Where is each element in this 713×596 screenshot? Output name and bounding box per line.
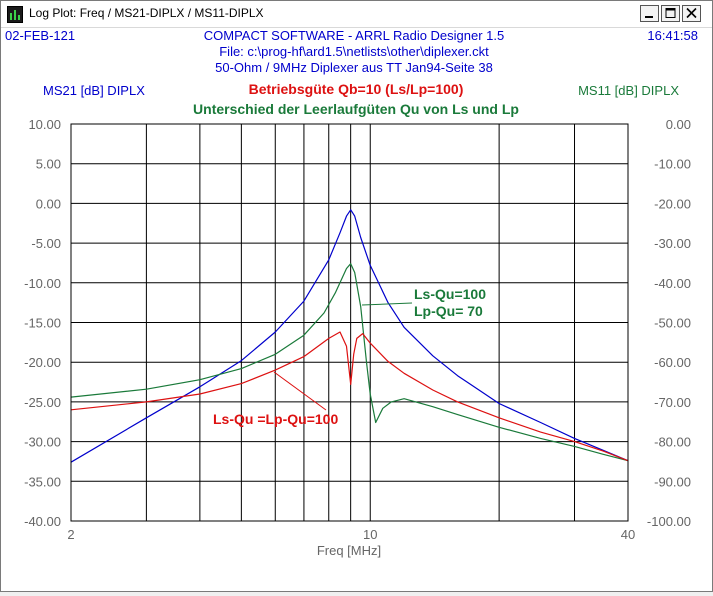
left-axis-label: MS21 [dB] DIPLX bbox=[43, 83, 145, 98]
left-tick-label: -35.00 bbox=[24, 474, 61, 489]
chart-title: Betriebsgüte Qb=10 (Ls/Lp=100) bbox=[249, 81, 464, 97]
right-tick-label: -100.00 bbox=[647, 514, 691, 529]
x-axis-label: Freq [MHz] bbox=[317, 543, 381, 558]
axis-ticks: 10.00 5.00 0.00 -5.00 -10.00 -15.00 -20.00 -25.… bbox=[24, 117, 691, 542]
x-tick-label: 40 bbox=[621, 527, 635, 542]
right-tick-label: -10.00 bbox=[654, 157, 691, 172]
left-tick-label: -5.00 bbox=[31, 236, 61, 251]
right-tick-label: 0.00 bbox=[666, 117, 691, 132]
left-tick-label: -30.00 bbox=[24, 435, 61, 450]
app-chart-icon[interactable] bbox=[7, 6, 23, 23]
left-tick-label: -40.00 bbox=[24, 514, 61, 529]
header-line2: File: c:\prog-hf\ard1.5\netlists\other\d… bbox=[219, 44, 489, 59]
green-annotation-line1: Ls-Qu=100 bbox=[414, 286, 486, 302]
x-tick-label: 10 bbox=[363, 527, 377, 542]
plot-area: 02-FEB-121 16:41:58 COMPACT SOFTWARE - A… bbox=[1, 28, 712, 591]
header-line3: 50-Ohm / 9MHz Diplexer aus TT Jan94-Seit… bbox=[215, 60, 493, 75]
header-date: 02-FEB-121 bbox=[5, 28, 75, 43]
minimize-button[interactable] bbox=[640, 5, 659, 22]
red-annotation-leader bbox=[273, 371, 327, 411]
minimize-icon bbox=[645, 16, 653, 18]
right-tick-label: -40.00 bbox=[654, 276, 691, 291]
left-tick-label: 10.00 bbox=[28, 117, 61, 132]
window-title: Log Plot: Freq / MS21-DIPLX / MS11-DIPLX bbox=[29, 6, 264, 20]
right-tick-label: -60.00 bbox=[654, 355, 691, 370]
right-tick-label: -90.00 bbox=[654, 474, 691, 489]
series-line-green bbox=[70, 263, 629, 462]
right-tick-label: -50.00 bbox=[654, 316, 691, 331]
left-tick-label: -15.00 bbox=[24, 316, 61, 331]
green-annotation-line2: Lp-Qu= 70 bbox=[414, 303, 483, 319]
x-tick-label: 2 bbox=[67, 527, 74, 542]
right-tick-label: -20.00 bbox=[654, 196, 691, 211]
title-bar[interactable]: Log Plot: Freq / MS21-DIPLX / MS11-DIPLX bbox=[1, 1, 712, 28]
series-group bbox=[70, 209, 629, 463]
left-tick-label: 5.00 bbox=[36, 157, 61, 172]
red-annotation: Ls-Qu =Lp-Qu=100 bbox=[213, 411, 338, 427]
plot-frame bbox=[70, 123, 629, 522]
close-icon bbox=[686, 7, 697, 19]
green-annotation-leader bbox=[361, 302, 413, 306]
left-tick-label: 0.00 bbox=[36, 196, 61, 211]
series-line-red bbox=[70, 331, 629, 462]
right-tick-label: -30.00 bbox=[654, 236, 691, 251]
header-time: 16:41:58 bbox=[647, 28, 698, 43]
maximize-button[interactable] bbox=[661, 5, 680, 22]
right-axis-label: MS11 [dB] DIPLX bbox=[578, 83, 679, 98]
right-tick-label: -80.00 bbox=[654, 435, 691, 450]
close-button[interactable] bbox=[682, 5, 701, 22]
chart-subtitle: Unterschied der Leerlaufgüten Qu von Ls … bbox=[193, 101, 519, 117]
chart-svg: 02-FEB-121 16:41:58 COMPACT SOFTWARE - A… bbox=[5, 28, 698, 558]
right-tick-label: -70.00 bbox=[654, 395, 691, 410]
maximize-icon bbox=[665, 8, 676, 18]
left-tick-label: -10.00 bbox=[24, 276, 61, 291]
left-tick-label: -20.00 bbox=[24, 355, 61, 370]
series-line-blue bbox=[70, 209, 629, 463]
left-tick-label: -25.00 bbox=[24, 395, 61, 410]
grid bbox=[70, 123, 629, 522]
header-line1: COMPACT SOFTWARE - ARRL Radio Designer 1… bbox=[204, 28, 505, 43]
